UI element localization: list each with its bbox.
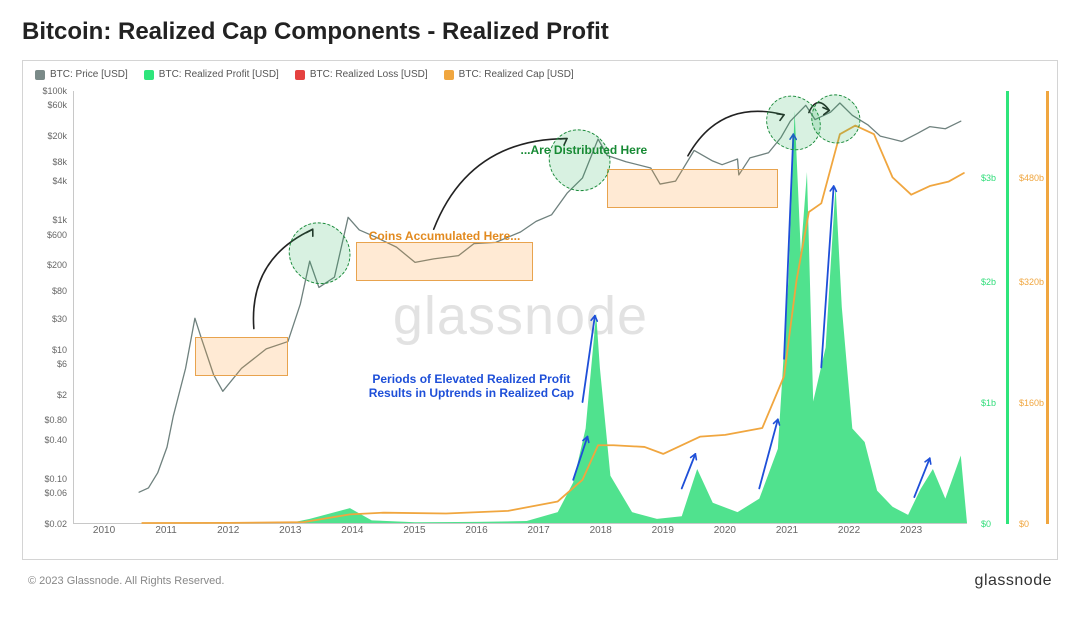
y-left-tick: $4k [52, 176, 67, 186]
x-tick: 2021 [776, 525, 798, 536]
y-axis-right-profit: $3b$2b$1b$0 [977, 91, 1007, 524]
y-left-tick: $80 [52, 286, 67, 296]
x-tick: 2020 [714, 525, 736, 536]
chart-title: Bitcoin: Realized Cap Components - Reali… [22, 18, 1058, 46]
y-left-tick: $0.40 [44, 435, 67, 445]
x-tick: 2017 [528, 525, 550, 536]
x-tick: 2018 [590, 525, 612, 536]
legend-label: BTC: Realized Cap [USD] [459, 69, 574, 80]
x-axis: 2010 2011 2012 2013 2014 2015 2016 2017 2018 2019… [73, 525, 967, 543]
plot-area: glassnode Coins Accumulated Here......Ar… [73, 91, 967, 524]
brand-logo: glassnode [975, 572, 1052, 590]
accumulation-box [356, 242, 533, 281]
x-tick: 2015 [403, 525, 425, 536]
right-axis-bar-profit [1006, 91, 1009, 524]
x-tick: 2010 [93, 525, 115, 536]
y-right-profit-tick: $2b [981, 277, 996, 287]
legend-item: BTC: Realized Loss [USD] [295, 69, 428, 80]
x-tick: 2012 [217, 525, 239, 536]
legend-swatch [144, 70, 154, 80]
x-tick: 2016 [465, 525, 487, 536]
legend-item: BTC: Price [USD] [35, 69, 128, 80]
accumulation-box [195, 337, 288, 376]
y-right-profit-tick: $0 [981, 519, 991, 529]
cycle-arrow [434, 139, 567, 230]
accumulation-box [607, 169, 778, 208]
y-left-tick: $200 [47, 260, 67, 270]
x-tick: 2014 [341, 525, 363, 536]
y-right-cap-tick: $0 [1019, 519, 1029, 529]
y-axis-left: $100k$60k$20k$8k$4k$1k$600$200$80$30$10$… [29, 91, 71, 524]
chart-svg [74, 91, 967, 523]
y-axis-right-cap: $480b$320b$160b$0 [1015, 91, 1045, 524]
y-left-tick: $30 [52, 314, 67, 324]
y-right-cap-tick: $320b [1019, 277, 1044, 287]
y-left-tick: $0.10 [44, 474, 67, 484]
copyright: © 2023 Glassnode. All Rights Reserved. [28, 575, 224, 587]
y-right-cap-tick: $160b [1019, 398, 1044, 408]
y-right-cap-tick: $480b [1019, 173, 1044, 183]
legend-item: BTC: Realized Cap [USD] [444, 69, 574, 80]
y-right-profit-tick: $1b [981, 398, 996, 408]
y-left-tick: $8k [52, 157, 67, 167]
chart-container: BTC: Price [USD] BTC: Realized Profit [US… [22, 60, 1058, 560]
legend-label: BTC: Realized Loss [USD] [310, 69, 428, 80]
y-left-tick: $20k [47, 131, 67, 141]
y-left-tick: $600 [47, 230, 67, 240]
x-tick: 2019 [652, 525, 674, 536]
y-left-tick: $2 [57, 390, 67, 400]
legend-swatch [295, 70, 305, 80]
y-left-tick: $60k [47, 100, 67, 110]
y-left-tick: $100k [42, 86, 67, 96]
x-tick: 2013 [279, 525, 301, 536]
y-left-tick: $0.80 [44, 415, 67, 425]
legend-swatch [35, 70, 45, 80]
legend-label: BTC: Price [USD] [50, 69, 128, 80]
legend-swatch [444, 70, 454, 80]
y-left-tick: $6 [57, 359, 67, 369]
legend-item: BTC: Realized Profit [USD] [144, 69, 279, 80]
right-axis-bar-cap [1046, 91, 1049, 524]
y-right-profit-tick: $3b [981, 173, 996, 183]
y-left-tick: $1k [52, 215, 67, 225]
legend: BTC: Price [USD] BTC: Realized Profit [US… [23, 61, 1057, 88]
y-left-tick: $0.02 [44, 519, 67, 529]
x-tick: 2023 [900, 525, 922, 536]
y-left-tick: $0.06 [44, 488, 67, 498]
y-left-tick: $10 [52, 345, 67, 355]
legend-label: BTC: Realized Profit [USD] [159, 69, 279, 80]
x-tick: 2011 [155, 525, 177, 536]
x-tick: 2022 [838, 525, 860, 536]
